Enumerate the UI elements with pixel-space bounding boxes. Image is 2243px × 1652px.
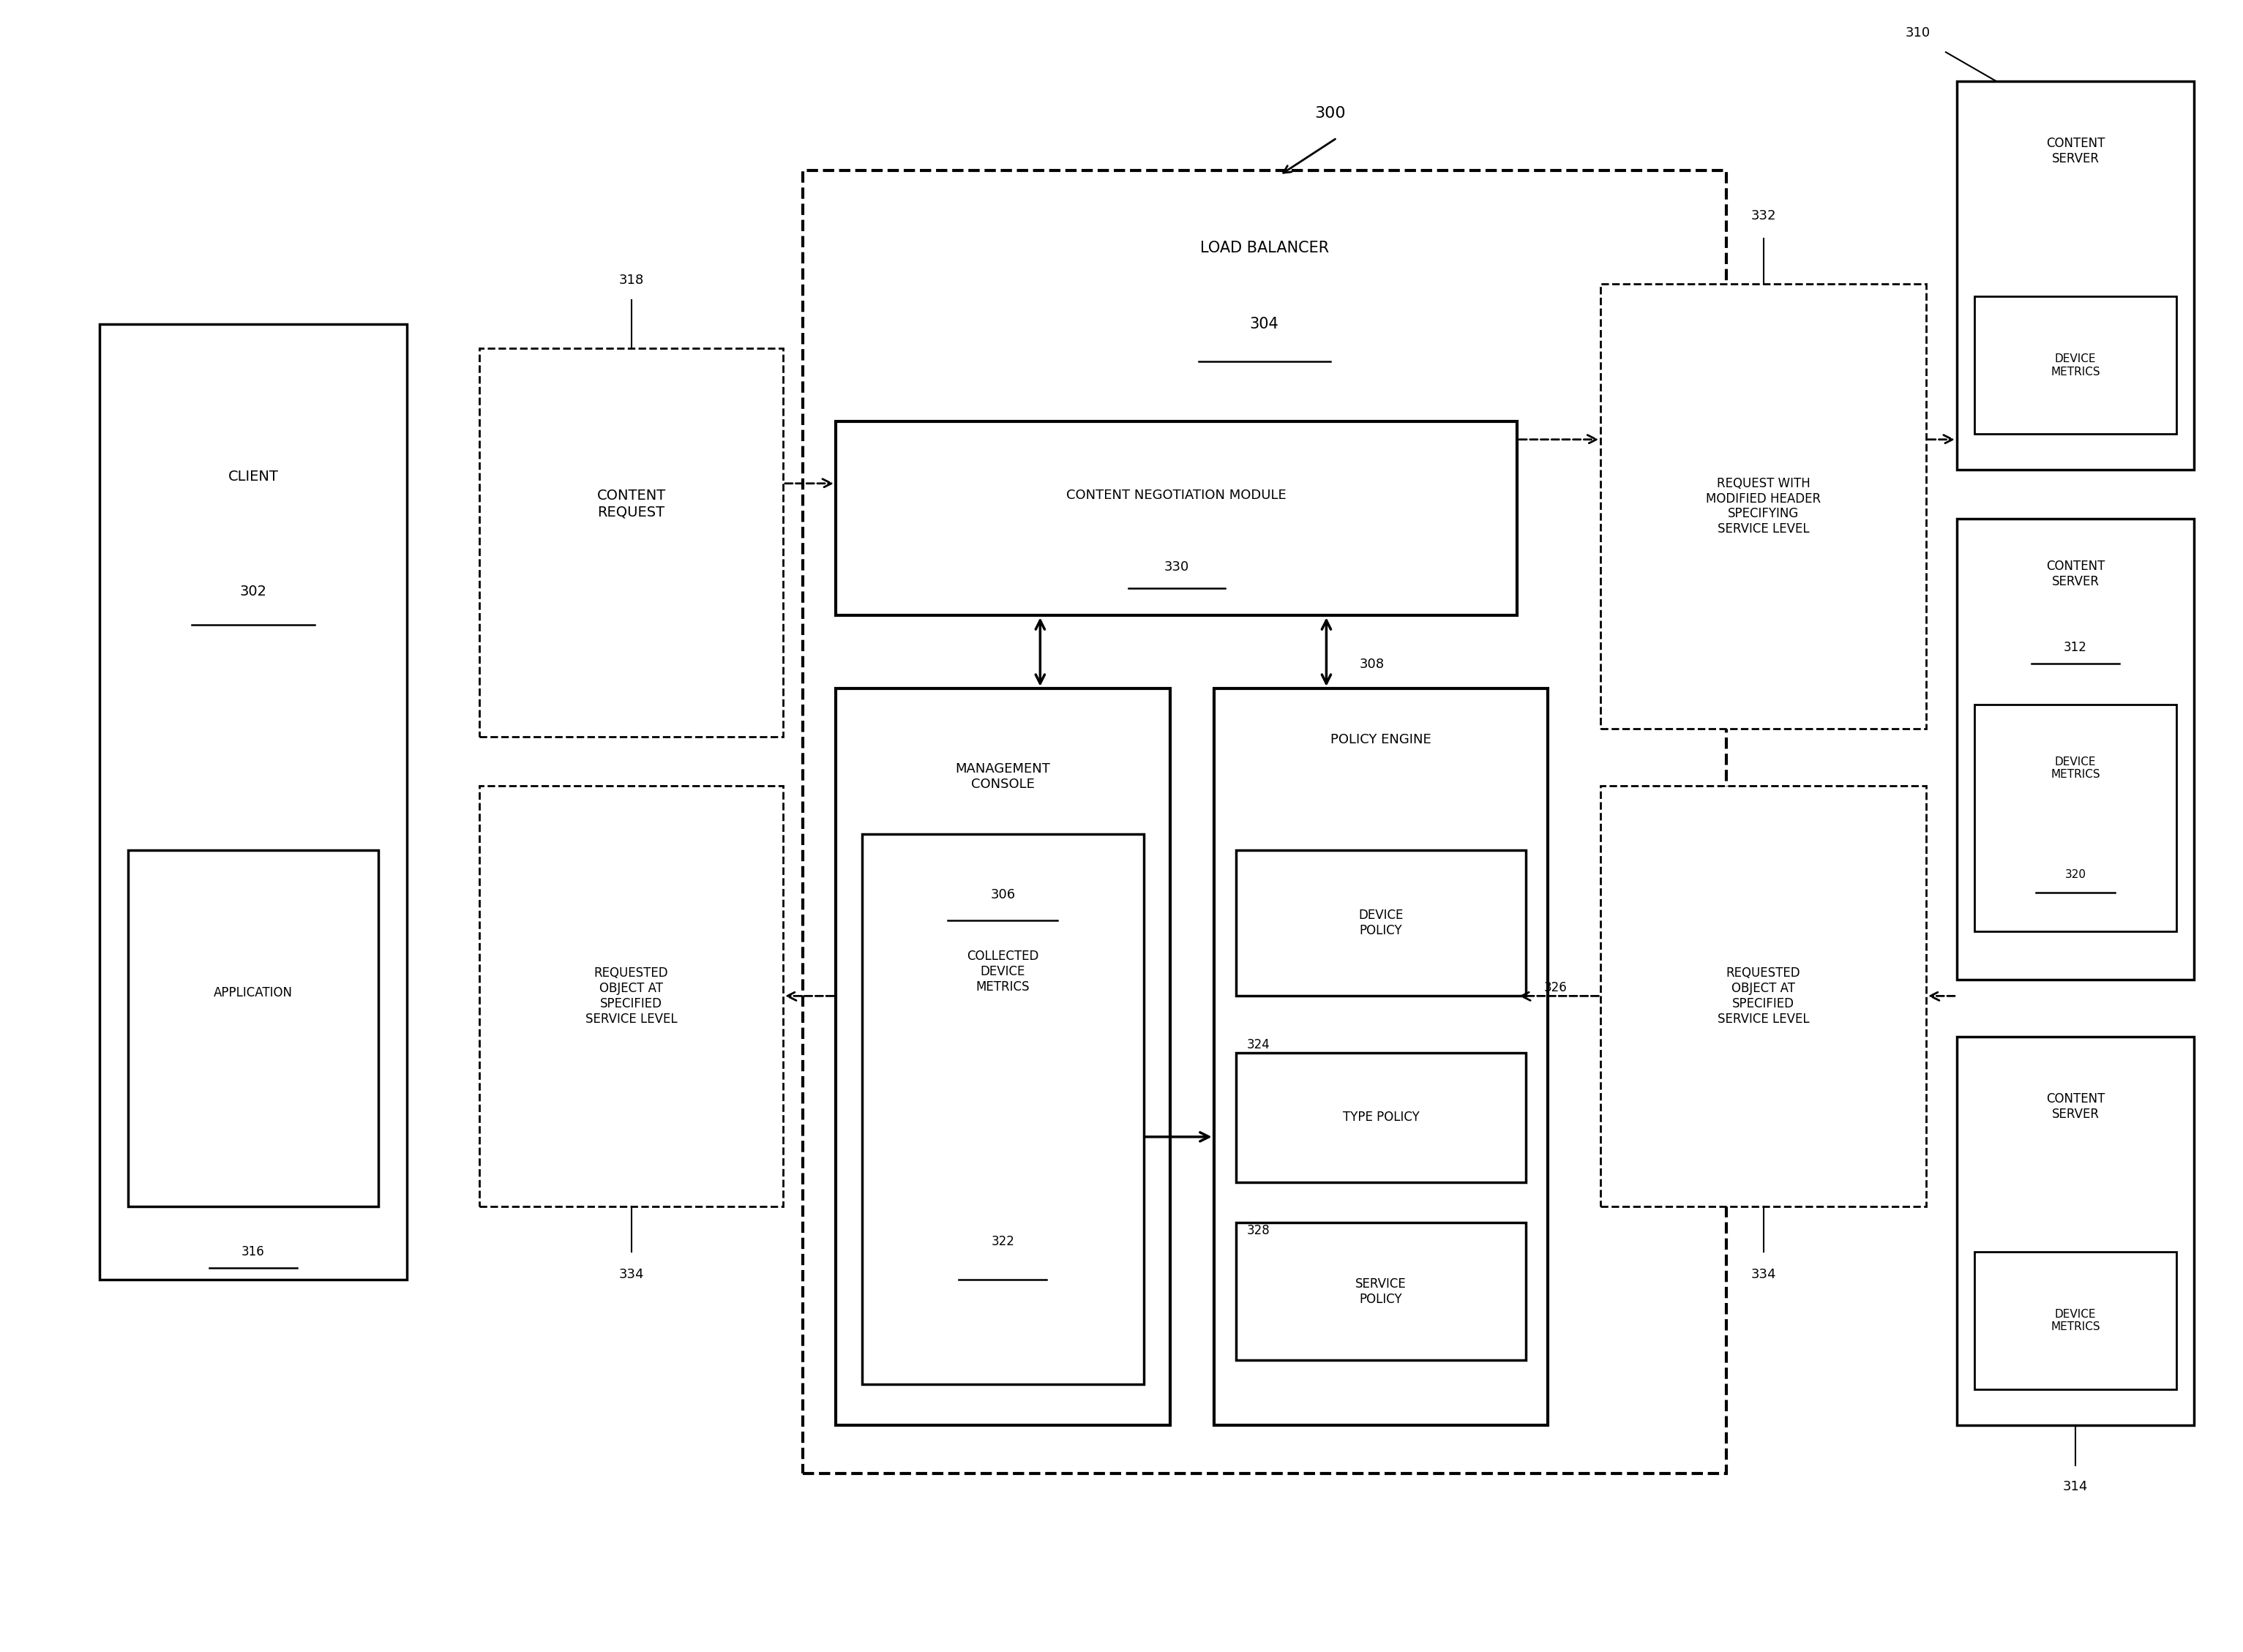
Text: DEVICE
METRICS: DEVICE METRICS bbox=[2050, 1308, 2099, 1333]
Text: 316: 316 bbox=[242, 1246, 265, 1259]
Bar bbox=[1974, 1252, 2176, 1389]
Text: CONTENT
SERVER: CONTENT SERVER bbox=[2046, 137, 2104, 165]
Text: 334: 334 bbox=[1752, 1267, 1776, 1280]
Text: 324: 324 bbox=[1247, 1037, 1270, 1051]
Text: 334: 334 bbox=[619, 1267, 644, 1280]
Text: 320: 320 bbox=[2066, 869, 2086, 881]
Text: 310: 310 bbox=[1907, 26, 1931, 40]
Text: CONTENT NEGOTIATION MODULE: CONTENT NEGOTIATION MODULE bbox=[1065, 489, 1287, 502]
Text: SERVICE
POLICY: SERVICE POLICY bbox=[1355, 1277, 1406, 1305]
Bar bbox=[1974, 704, 2176, 932]
Text: 314: 314 bbox=[2064, 1480, 2088, 1493]
Bar bbox=[1956, 519, 2194, 980]
Bar bbox=[1236, 1222, 1525, 1360]
Text: 300: 300 bbox=[1314, 106, 1346, 121]
Text: 328: 328 bbox=[1247, 1224, 1270, 1237]
Text: 332: 332 bbox=[1752, 210, 1776, 223]
Bar bbox=[1974, 297, 2176, 434]
Bar bbox=[1236, 851, 1525, 996]
Text: TYPE POLICY: TYPE POLICY bbox=[1344, 1110, 1420, 1123]
Bar bbox=[1956, 1036, 2194, 1426]
Text: 322: 322 bbox=[991, 1234, 1014, 1247]
Text: 330: 330 bbox=[1164, 560, 1189, 573]
Text: 318: 318 bbox=[619, 274, 644, 287]
Text: COLLECTED
DEVICE
METRICS: COLLECTED DEVICE METRICS bbox=[967, 950, 1039, 993]
Text: APPLICATION: APPLICATION bbox=[213, 986, 294, 999]
Text: 304: 304 bbox=[1249, 317, 1279, 332]
Bar bbox=[803, 170, 1727, 1474]
Text: CONTENT
REQUEST: CONTENT REQUEST bbox=[597, 489, 666, 519]
Text: MANAGEMENT
CONSOLE: MANAGEMENT CONSOLE bbox=[956, 763, 1050, 791]
Text: DEVICE
METRICS: DEVICE METRICS bbox=[2050, 354, 2099, 377]
Text: CONTENT
SERVER: CONTENT SERVER bbox=[2046, 1092, 2104, 1120]
Text: REQUEST WITH
MODIFIED HEADER
SPECIFYING
SERVICE LEVEL: REQUEST WITH MODIFIED HEADER SPECIFYING … bbox=[1707, 477, 1821, 535]
Text: DEVICE
METRICS: DEVICE METRICS bbox=[2050, 757, 2099, 780]
Bar bbox=[861, 834, 1144, 1384]
Bar bbox=[99, 324, 408, 1279]
Text: POLICY ENGINE: POLICY ENGINE bbox=[1330, 733, 1431, 747]
Bar bbox=[128, 851, 379, 1206]
Text: CONTENT
SERVER: CONTENT SERVER bbox=[2046, 560, 2104, 588]
Bar bbox=[480, 785, 783, 1206]
Bar bbox=[1602, 284, 1927, 729]
Bar bbox=[837, 421, 1516, 616]
Text: 312: 312 bbox=[2064, 641, 2088, 654]
Text: CLIENT: CLIENT bbox=[229, 471, 278, 484]
Bar bbox=[1213, 689, 1548, 1426]
Text: REQUESTED
OBJECT AT
SPECIFIED
SERVICE LEVEL: REQUESTED OBJECT AT SPECIFIED SERVICE LE… bbox=[1718, 966, 1810, 1026]
Bar bbox=[1956, 81, 2194, 469]
Bar bbox=[480, 349, 783, 737]
Bar bbox=[1236, 1052, 1525, 1183]
Text: 326: 326 bbox=[1543, 981, 1568, 995]
Text: 302: 302 bbox=[240, 585, 267, 598]
Text: 306: 306 bbox=[991, 889, 1016, 902]
Bar bbox=[1602, 785, 1927, 1206]
Text: LOAD BALANCER: LOAD BALANCER bbox=[1200, 241, 1328, 256]
Text: REQUESTED
OBJECT AT
SPECIFIED
SERVICE LEVEL: REQUESTED OBJECT AT SPECIFIED SERVICE LE… bbox=[585, 966, 677, 1026]
Text: 308: 308 bbox=[1359, 657, 1384, 671]
Text: DEVICE
POLICY: DEVICE POLICY bbox=[1359, 909, 1404, 937]
Bar bbox=[837, 689, 1171, 1426]
